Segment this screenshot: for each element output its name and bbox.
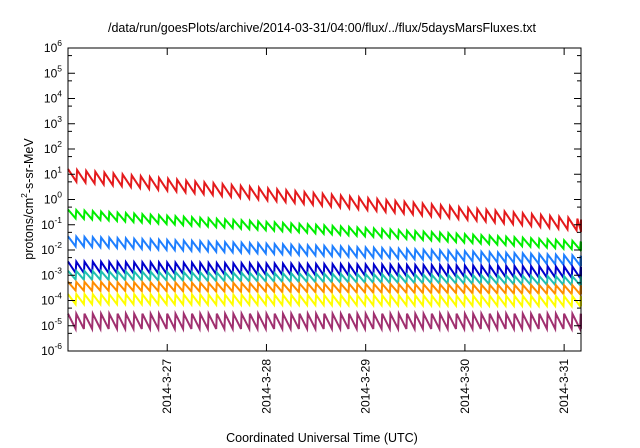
y-tick-base: 10 bbox=[44, 142, 58, 156]
y-tick-exponent: 0 bbox=[57, 190, 62, 200]
y-tick-label: 10-1 bbox=[41, 215, 62, 232]
x-axis-label: Coordinated Universal Time (UTC) bbox=[226, 431, 418, 445]
y-tick-exponent: 4 bbox=[57, 89, 62, 99]
y-tick-label: 10-4 bbox=[41, 291, 62, 308]
y-tick-label: 101 bbox=[44, 164, 62, 181]
y-axis-label-superscript: 2 bbox=[19, 193, 29, 198]
flux-series-line-5 bbox=[67, 268, 582, 288]
x-axis: 2014-3-27 2014-3-28 2014-3-29 2014-3-30 2014… bbox=[160, 48, 571, 414]
y-tick-label: 106 bbox=[44, 38, 62, 55]
y-tick-label: 105 bbox=[44, 63, 62, 80]
y-tick-label: 104 bbox=[44, 89, 62, 106]
y-tick-label: 102 bbox=[44, 139, 62, 156]
y-axis: 10-610-510-410-310-210-11001011021031041… bbox=[41, 38, 581, 358]
y-tick-label: 103 bbox=[44, 114, 62, 131]
x-tick-label: 2014-3-29 bbox=[359, 359, 373, 414]
y-tick-base: 10 bbox=[44, 41, 58, 55]
y-tick-base: 10 bbox=[44, 117, 58, 131]
y-tick-exponent: 3 bbox=[57, 114, 62, 124]
y-tick-label: 10-6 bbox=[41, 341, 62, 358]
y-tick-exponent: -1 bbox=[54, 215, 62, 225]
flux-series-line-7 bbox=[67, 291, 582, 309]
y-tick-base: 10 bbox=[44, 92, 58, 106]
x-tick-label: 2014-3-30 bbox=[458, 359, 472, 414]
chart-title: /data/run/goesPlots/archive/2014-03-31/0… bbox=[108, 21, 537, 35]
flux-series-line-6 bbox=[67, 279, 582, 297]
x-tick-label: 2014-3-31 bbox=[557, 359, 571, 414]
x-tick-label: 2014-3-27 bbox=[160, 359, 174, 414]
y-axis-label: protons/cm2-s-sr-MeV bbox=[19, 138, 36, 260]
series-layer bbox=[67, 166, 582, 333]
y-axis-label-main: protons/cm bbox=[22, 198, 36, 260]
y-tick-exponent: 2 bbox=[57, 139, 62, 149]
y-tick-exponent: 1 bbox=[57, 164, 62, 174]
y-tick-exponent: -5 bbox=[54, 316, 62, 326]
x-tick-label: 2014-3-28 bbox=[259, 359, 273, 414]
y-tick-exponent: -3 bbox=[54, 265, 62, 275]
y-tick-exponent: -4 bbox=[54, 291, 62, 301]
flux-series-line-2 bbox=[67, 207, 582, 253]
y-tick-base: 10 bbox=[44, 193, 58, 207]
y-tick-base: 10 bbox=[44, 66, 58, 80]
y-axis-label-rest: -s-sr-MeV bbox=[22, 138, 36, 194]
y-tick-exponent: -6 bbox=[54, 341, 62, 351]
y-tick-exponent: 6 bbox=[57, 38, 62, 48]
y-tick-base: 10 bbox=[41, 319, 55, 333]
y-tick-base: 10 bbox=[41, 243, 55, 257]
y-tick-base: 10 bbox=[41, 294, 55, 308]
y-tick-label: 10-3 bbox=[41, 265, 62, 282]
y-tick-label: 100 bbox=[44, 190, 62, 207]
flux-series-line-3 bbox=[67, 233, 582, 269]
y-tick-base: 10 bbox=[41, 344, 55, 358]
y-tick-base: 10 bbox=[41, 218, 55, 232]
y-tick-label: 10-2 bbox=[41, 240, 62, 257]
y-tick-base: 10 bbox=[44, 167, 58, 181]
y-tick-exponent: -2 bbox=[54, 240, 62, 250]
flux-series-line-8 bbox=[67, 309, 582, 333]
y-tick-base: 10 bbox=[41, 268, 55, 282]
y-tick-label: 10-5 bbox=[41, 316, 62, 333]
y-tick-exponent: 5 bbox=[57, 63, 62, 73]
flux-series-line-1 bbox=[67, 166, 582, 234]
